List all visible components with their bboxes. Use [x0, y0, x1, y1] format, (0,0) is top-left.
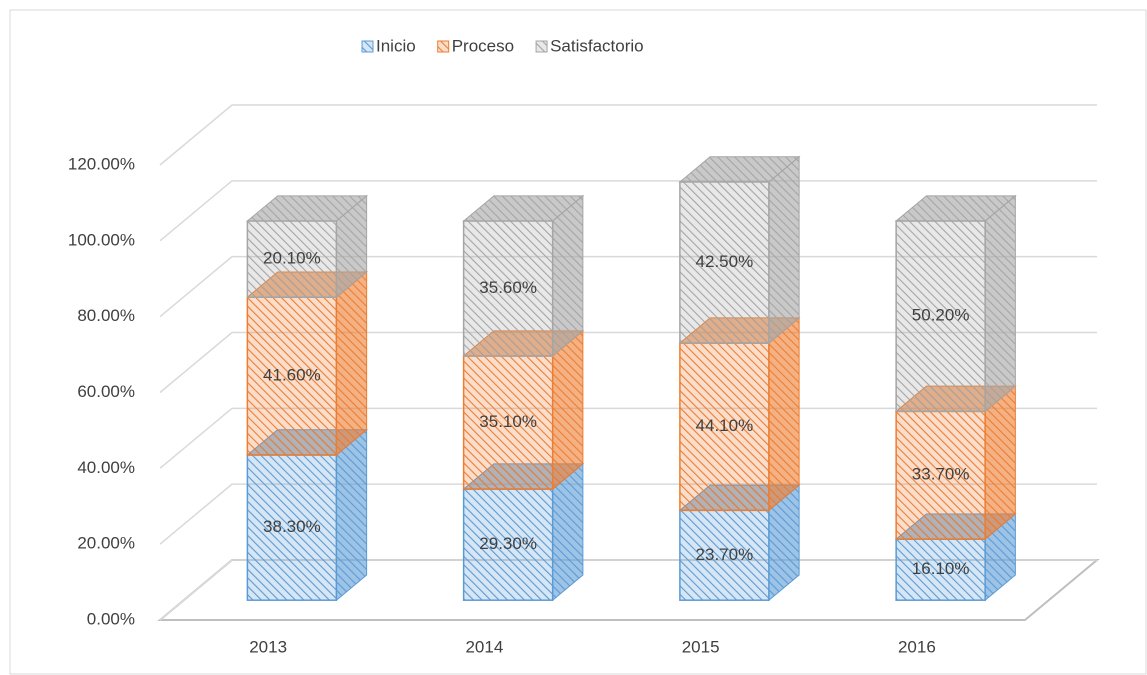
data-label: 38.30% [263, 517, 321, 536]
x-tick-label: 2016 [898, 637, 936, 656]
data-label: 50.20% [912, 306, 970, 325]
data-label: 41.60% [263, 366, 321, 385]
data-label: 23.70% [696, 545, 754, 564]
data-label: 33.70% [912, 465, 970, 484]
legend-label: Satisfactorio [550, 36, 644, 55]
x-tick-label: 2014 [465, 637, 503, 656]
grid-line [159, 104, 1097, 166]
y-tick-label: 0.00% [87, 609, 135, 628]
y-tick-label: 100.00% [68, 230, 135, 249]
bar [246, 454, 338, 601]
bar [246, 296, 338, 456]
grid-line [159, 407, 1097, 469]
bar [679, 342, 770, 512]
grid-line [159, 331, 1097, 394]
grid-line [159, 559, 1097, 621]
data-label: 29.30% [479, 534, 537, 553]
bar-side [984, 385, 1016, 541]
bar [895, 538, 986, 601]
legend-swatch [361, 40, 374, 53]
data-label: 20.10% [263, 249, 321, 268]
legend-label: Inicio [376, 36, 416, 55]
grid-line [159, 180, 1097, 242]
y-tick-label: 60.00% [77, 382, 135, 401]
x-tick-label: 2015 [682, 637, 720, 656]
data-label: 44.10% [696, 416, 754, 435]
grid-line [159, 483, 1097, 545]
y-tick-label: 40.00% [77, 458, 135, 477]
legend-swatch [535, 40, 548, 53]
bar-side [335, 270, 368, 457]
data-label: 16.10% [912, 559, 970, 578]
bar [246, 220, 338, 298]
bar-side [552, 194, 584, 358]
bar [462, 220, 554, 357]
y-tick-label: 80.00% [77, 306, 135, 325]
bar [895, 410, 986, 540]
bar [895, 220, 986, 413]
y-tick-label: 20.00% [77, 534, 135, 553]
legend-swatch [437, 40, 450, 53]
bar-side [984, 194, 1016, 413]
bar-side [768, 155, 800, 345]
bar-side [552, 329, 584, 491]
data-label: 35.10% [479, 412, 537, 431]
bar [679, 181, 770, 344]
bar-side [335, 428, 368, 602]
legend-label: Proceso [452, 36, 514, 55]
bar-side [768, 316, 800, 512]
bar [679, 509, 770, 601]
y-tick-label: 120.00% [68, 154, 135, 173]
data-label: 42.50% [696, 252, 754, 271]
bar [462, 488, 554, 601]
x-tick-label: 2013 [249, 637, 287, 656]
bar [462, 355, 554, 490]
data-label: 35.60% [479, 278, 537, 297]
grid-line [159, 255, 1097, 318]
